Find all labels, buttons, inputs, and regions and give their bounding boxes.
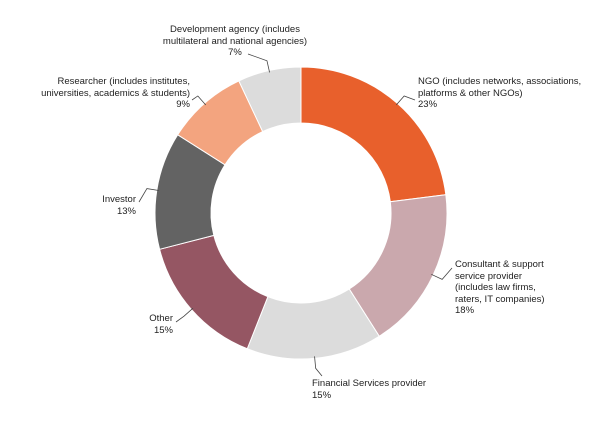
label-ngo-line-2: platforms & other NGOs) [418, 87, 523, 99]
label-investor-line-1: Investor [102, 194, 136, 205]
label-financial-services-value: 15% [312, 389, 332, 401]
label-investor-value: 13% [116, 205, 136, 217]
leader-lines [138, 53, 453, 377]
label-researcher-line-2: universities, academics & students) [41, 87, 190, 99]
label-other-value: 15% [153, 324, 173, 336]
donut-slices [154, 66, 448, 360]
label-researcher: Researcher (includes institutes, univers… [20, 76, 190, 111]
label-development-agency-line-2: multilateral and national agencies) [162, 35, 308, 47]
label-consultant-line-1: Consultant & support [455, 259, 544, 270]
leader-line-ngo [395, 95, 416, 106]
label-development-agency-value: 7% [228, 47, 242, 58]
label-consultant-value: 18% [455, 305, 475, 316]
label-financial-services: Financial Services provider 15% [312, 378, 426, 401]
label-consultant-line-3: (includes law firms, [455, 282, 536, 293]
label-development-agency-line-1: Development agency (includes [170, 24, 300, 35]
label-other-line-1: Other [149, 313, 173, 324]
leader-line-financial-services [314, 356, 323, 377]
slice-development-agency [238, 66, 302, 133]
label-researcher-value: 9% [176, 99, 190, 110]
label-other: Other 15% [128, 313, 173, 336]
label-researcher-line-1: Researcher (includes institutes, [57, 76, 190, 87]
label-ngo-value: 23% [418, 99, 438, 110]
leader-line-investor [138, 188, 159, 203]
leader-line-researcher [191, 95, 207, 106]
label-consultant-line-2: service provider [455, 270, 523, 282]
label-development-agency: Development agency (includes multilatera… [130, 24, 340, 59]
label-financial-services-line-1: Financial Services provider [312, 378, 427, 389]
label-consultant: Consultant & support service provider (i… [455, 259, 545, 317]
label-consultant-line-4: raters, IT companies) [455, 293, 545, 305]
label-ngo-line-1: NGO (includes networks, associations, [418, 76, 582, 87]
leader-line-other [175, 307, 194, 323]
slice-other [158, 234, 269, 350]
leader-line-consultant [431, 267, 453, 280]
label-investor: Investor 13% [90, 194, 136, 217]
label-ngo: NGO (includes networks, associations, pl… [418, 76, 581, 111]
leader-line-development-agency [247, 53, 270, 73]
